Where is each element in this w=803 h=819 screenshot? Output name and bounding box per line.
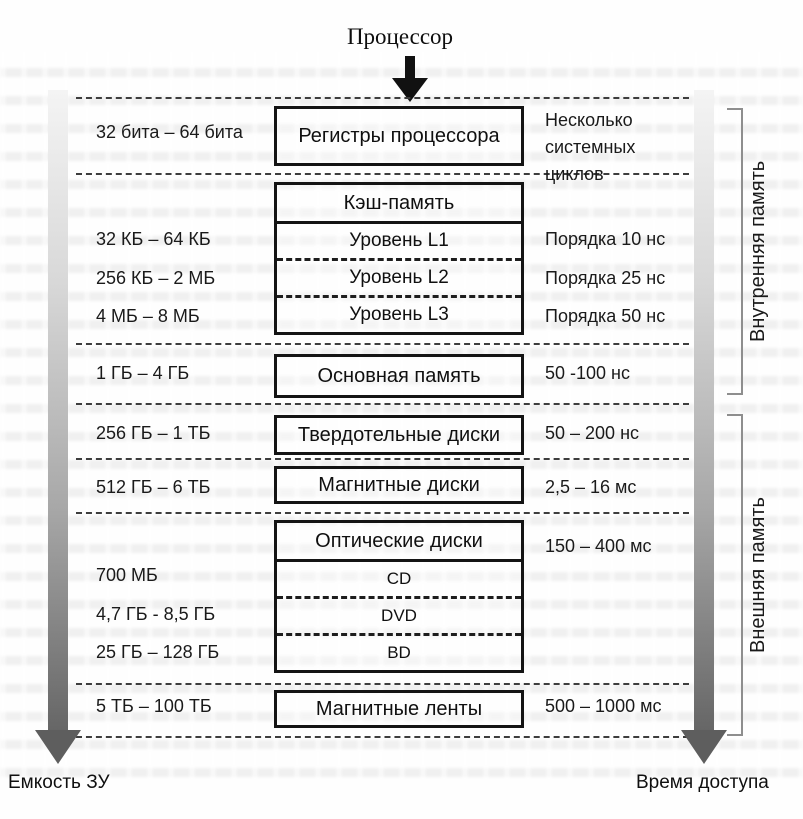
external-memory-label: Внешняя память bbox=[747, 497, 769, 653]
capacity-main-memory: 1 ГБ – 4 ГБ bbox=[96, 363, 190, 383]
capacity-axis-label: Емкость ЗУ bbox=[8, 772, 110, 793]
optical-disks-box: Оптические диски CD DVD BD bbox=[274, 520, 524, 673]
time-l2: Порядка 25 нс bbox=[545, 268, 666, 288]
time-registers: Несколько системных циклов bbox=[545, 110, 636, 184]
capacity-registers: 32 бита – 64 бита bbox=[96, 122, 243, 142]
magnetic-tapes-box: Магнитные ленты bbox=[274, 690, 524, 728]
capacity-ssd: 256 ГБ – 1 ТБ bbox=[96, 423, 211, 443]
main-memory-box: Основная память bbox=[274, 354, 524, 398]
external-memory-bracket bbox=[727, 414, 743, 736]
access-time-axis-arrow bbox=[694, 90, 714, 731]
optical-dvd-row: DVD bbox=[277, 596, 521, 633]
section-divider bbox=[76, 736, 689, 738]
registers-box: Регистры процессора bbox=[274, 106, 524, 166]
magnetic-tapes-box-label: Магнитные ленты bbox=[315, 697, 483, 720]
cache-box: Кэш-память Уровень L1 Уровень L2 Уровень… bbox=[274, 182, 524, 335]
section-divider bbox=[76, 403, 689, 405]
capacity-axis-arrow bbox=[48, 90, 68, 731]
section-divider bbox=[76, 343, 689, 345]
section-divider bbox=[76, 683, 689, 685]
cache-l2-row: Уровень L2 bbox=[277, 258, 521, 295]
capacity-tapes: 5 ТБ – 100 ТБ bbox=[96, 696, 212, 716]
capacity-axis-arrowhead-icon bbox=[35, 730, 81, 764]
optical-disks-box-header: Оптические диски bbox=[277, 523, 521, 562]
access-time-axis-label: Время доступа bbox=[636, 772, 769, 793]
time-l3: Порядка 50 нс bbox=[545, 306, 666, 326]
internal-memory-bracket bbox=[727, 108, 743, 395]
capacity-dvd: 4,7 ГБ - 8,5 ГБ bbox=[96, 604, 216, 624]
optical-bd-row: BD bbox=[277, 633, 521, 670]
time-optical: 150 – 400 мс bbox=[545, 536, 652, 556]
optical-cd-row: CD bbox=[386, 569, 412, 588]
cache-l1-row: Уровень L1 bbox=[349, 230, 449, 251]
capacity-hdd: 512 ГБ – 6 ТБ bbox=[96, 477, 211, 497]
time-ssd: 50 – 200 нс bbox=[545, 423, 640, 443]
capacity-l1: 32 КБ – 64 КБ bbox=[96, 229, 211, 249]
ssd-box-label: Твердотельные диски bbox=[297, 423, 501, 446]
capacity-cd: 700 МБ bbox=[96, 565, 158, 585]
time-l1: Порядка 10 нс bbox=[545, 229, 666, 249]
section-divider bbox=[76, 512, 689, 514]
access-time-axis-arrowhead-icon bbox=[681, 730, 727, 764]
cache-box-header: Кэш-память bbox=[277, 185, 521, 224]
hdd-box-label: Магнитные диски bbox=[318, 473, 480, 496]
hdd-box: Магнитные диски bbox=[274, 466, 524, 504]
arrow-down-icon bbox=[390, 56, 430, 107]
capacity-l2: 256 КБ – 2 МБ bbox=[96, 268, 216, 288]
cache-l3-row: Уровень L3 bbox=[277, 295, 521, 332]
ssd-box: Твердотельные диски bbox=[274, 415, 524, 455]
section-divider bbox=[76, 97, 689, 99]
capacity-bd: 25 ГБ – 128 ГБ bbox=[96, 642, 220, 662]
capacity-l3: 4 МБ – 8 МБ bbox=[96, 306, 200, 326]
time-main-memory: 50 -100 нс bbox=[545, 363, 630, 383]
time-hdd: 2,5 – 16 мс bbox=[545, 477, 637, 497]
section-divider bbox=[76, 458, 689, 460]
processor-label: Процессор bbox=[346, 24, 454, 49]
main-memory-box-label: Основная память bbox=[317, 364, 481, 387]
registers-box-label: Регистры процессора bbox=[298, 124, 500, 147]
section-divider bbox=[76, 173, 689, 175]
internal-memory-label: Внутренняя память bbox=[747, 160, 769, 343]
time-tapes: 500 – 1000 мс bbox=[545, 696, 662, 716]
